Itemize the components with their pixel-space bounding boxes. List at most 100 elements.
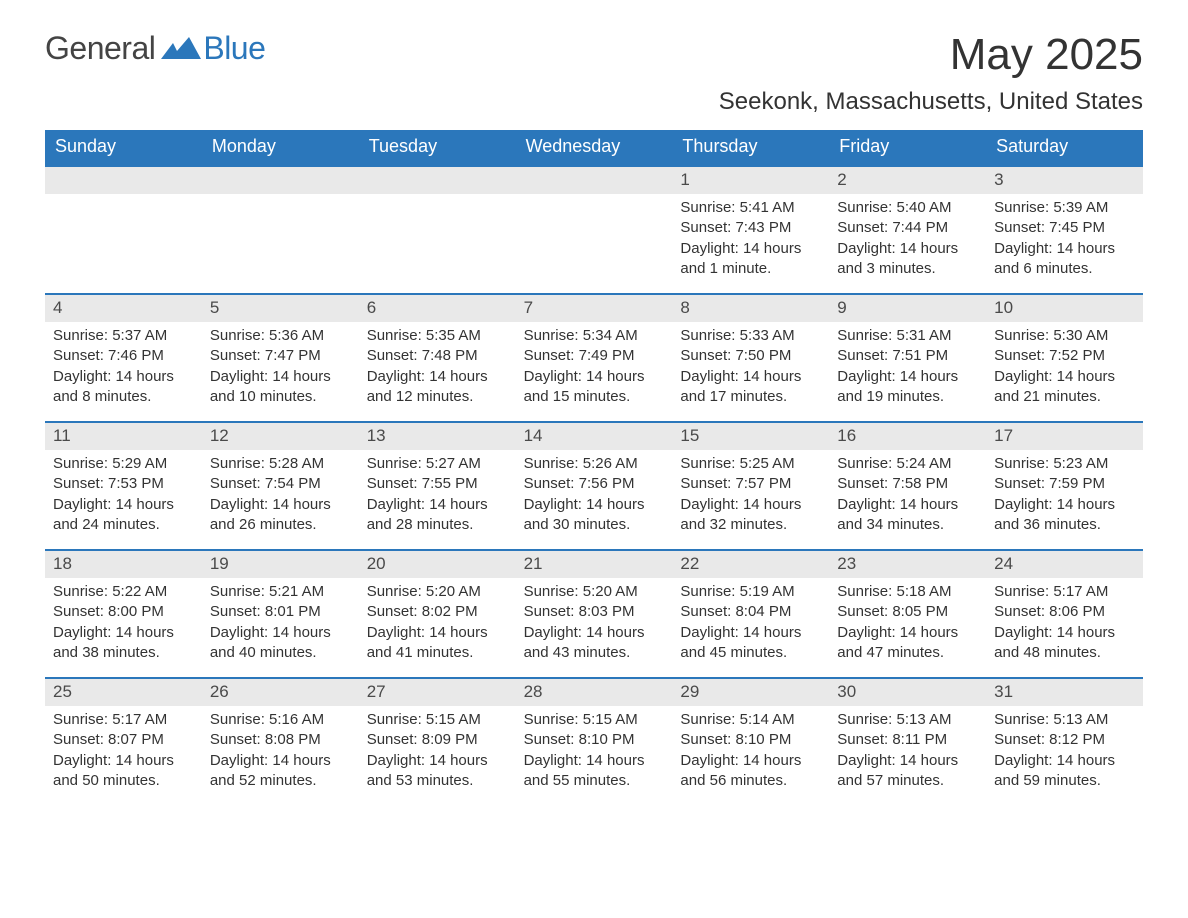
sunrise-text: Sunrise: 5:36 AM — [210, 326, 351, 346]
day-number: 12 — [202, 423, 359, 450]
blank-cell — [45, 165, 202, 293]
sunset-text: Sunset: 8:10 PM — [680, 730, 821, 750]
sunrise-text: Sunrise: 5:34 AM — [524, 326, 665, 346]
day-body: Sunrise: 5:37 AMSunset: 7:46 PMDaylight:… — [45, 322, 202, 407]
page-title: May 2025 — [950, 30, 1143, 80]
sunset-text: Sunset: 7:57 PM — [680, 474, 821, 494]
day-body: Sunrise: 5:24 AMSunset: 7:58 PMDaylight:… — [829, 450, 986, 535]
day-body: Sunrise: 5:15 AMSunset: 8:09 PMDaylight:… — [359, 706, 516, 791]
sunrise-text: Sunrise: 5:20 AM — [524, 582, 665, 602]
day-body: Sunrise: 5:14 AMSunset: 8:10 PMDaylight:… — [672, 706, 829, 791]
day-number: 6 — [359, 295, 516, 322]
day-cell: 16Sunrise: 5:24 AMSunset: 7:58 PMDayligh… — [829, 421, 986, 549]
day-cell: 12Sunrise: 5:28 AMSunset: 7:54 PMDayligh… — [202, 421, 359, 549]
sunrise-text: Sunrise: 5:35 AM — [367, 326, 508, 346]
day-number-blank — [45, 167, 202, 194]
day-body: Sunrise: 5:35 AMSunset: 7:48 PMDaylight:… — [359, 322, 516, 407]
day-number: 16 — [829, 423, 986, 450]
day-body: Sunrise: 5:30 AMSunset: 7:52 PMDaylight:… — [986, 322, 1143, 407]
sunrise-text: Sunrise: 5:21 AM — [210, 582, 351, 602]
sunrise-text: Sunrise: 5:18 AM — [837, 582, 978, 602]
day-body: Sunrise: 5:36 AMSunset: 7:47 PMDaylight:… — [202, 322, 359, 407]
daylight-text: Daylight: 14 hours and 21 minutes. — [994, 367, 1135, 408]
sunrise-text: Sunrise: 5:28 AM — [210, 454, 351, 474]
daylight-text: Daylight: 14 hours and 50 minutes. — [53, 751, 194, 792]
day-number: 28 — [516, 679, 673, 706]
sunset-text: Sunset: 7:53 PM — [53, 474, 194, 494]
daylight-text: Daylight: 14 hours and 6 minutes. — [994, 239, 1135, 280]
location-subtitle: Seekonk, Massachusetts, United States — [45, 88, 1143, 116]
day-number: 31 — [986, 679, 1143, 706]
daylight-text: Daylight: 14 hours and 19 minutes. — [837, 367, 978, 408]
day-number: 1 — [672, 167, 829, 194]
day-number: 25 — [45, 679, 202, 706]
day-number: 23 — [829, 551, 986, 578]
day-cell: 14Sunrise: 5:26 AMSunset: 7:56 PMDayligh… — [516, 421, 673, 549]
day-cell: 20Sunrise: 5:20 AMSunset: 8:02 PMDayligh… — [359, 549, 516, 677]
day-number-blank — [202, 167, 359, 194]
day-number-blank — [359, 167, 516, 194]
day-cell: 11Sunrise: 5:29 AMSunset: 7:53 PMDayligh… — [45, 421, 202, 549]
day-number: 20 — [359, 551, 516, 578]
sunset-text: Sunset: 7:50 PM — [680, 346, 821, 366]
blank-cell — [516, 165, 673, 293]
daylight-text: Daylight: 14 hours and 10 minutes. — [210, 367, 351, 408]
daylight-text: Daylight: 14 hours and 1 minute. — [680, 239, 821, 280]
sunset-text: Sunset: 7:45 PM — [994, 218, 1135, 238]
blank-cell — [359, 165, 516, 293]
sunrise-text: Sunrise: 5:13 AM — [994, 710, 1135, 730]
day-cell: 8Sunrise: 5:33 AMSunset: 7:50 PMDaylight… — [672, 293, 829, 421]
day-header: Sunday — [45, 130, 202, 165]
day-cell: 3Sunrise: 5:39 AMSunset: 7:45 PMDaylight… — [986, 165, 1143, 293]
day-body: Sunrise: 5:29 AMSunset: 7:53 PMDaylight:… — [45, 450, 202, 535]
day-body: Sunrise: 5:21 AMSunset: 8:01 PMDaylight:… — [202, 578, 359, 663]
sunset-text: Sunset: 8:07 PM — [53, 730, 194, 750]
day-number: 3 — [986, 167, 1143, 194]
sunset-text: Sunset: 8:03 PM — [524, 602, 665, 622]
day-body: Sunrise: 5:22 AMSunset: 8:00 PMDaylight:… — [45, 578, 202, 663]
day-cell: 29Sunrise: 5:14 AMSunset: 8:10 PMDayligh… — [672, 677, 829, 805]
day-number: 14 — [516, 423, 673, 450]
daylight-text: Daylight: 14 hours and 17 minutes. — [680, 367, 821, 408]
sunrise-text: Sunrise: 5:23 AM — [994, 454, 1135, 474]
wave-icon — [161, 37, 201, 59]
sunrise-text: Sunrise: 5:17 AM — [53, 710, 194, 730]
day-number: 5 — [202, 295, 359, 322]
blank-cell — [202, 165, 359, 293]
day-cell: 7Sunrise: 5:34 AMSunset: 7:49 PMDaylight… — [516, 293, 673, 421]
day-number: 7 — [516, 295, 673, 322]
day-number: 21 — [516, 551, 673, 578]
sunset-text: Sunset: 7:52 PM — [994, 346, 1135, 366]
day-cell: 10Sunrise: 5:30 AMSunset: 7:52 PMDayligh… — [986, 293, 1143, 421]
day-body: Sunrise: 5:20 AMSunset: 8:02 PMDaylight:… — [359, 578, 516, 663]
daylight-text: Daylight: 14 hours and 8 minutes. — [53, 367, 194, 408]
day-number: 17 — [986, 423, 1143, 450]
sunrise-text: Sunrise: 5:24 AM — [837, 454, 978, 474]
day-number: 30 — [829, 679, 986, 706]
sunset-text: Sunset: 7:51 PM — [837, 346, 978, 366]
day-number: 15 — [672, 423, 829, 450]
day-cell: 4Sunrise: 5:37 AMSunset: 7:46 PMDaylight… — [45, 293, 202, 421]
day-cell: 6Sunrise: 5:35 AMSunset: 7:48 PMDaylight… — [359, 293, 516, 421]
day-number: 8 — [672, 295, 829, 322]
sunset-text: Sunset: 7:46 PM — [53, 346, 194, 366]
day-cell: 2Sunrise: 5:40 AMSunset: 7:44 PMDaylight… — [829, 165, 986, 293]
daylight-text: Daylight: 14 hours and 12 minutes. — [367, 367, 508, 408]
sunrise-text: Sunrise: 5:16 AM — [210, 710, 351, 730]
day-body: Sunrise: 5:23 AMSunset: 7:59 PMDaylight:… — [986, 450, 1143, 535]
day-cell: 24Sunrise: 5:17 AMSunset: 8:06 PMDayligh… — [986, 549, 1143, 677]
sunset-text: Sunset: 7:47 PM — [210, 346, 351, 366]
daylight-text: Daylight: 14 hours and 26 minutes. — [210, 495, 351, 536]
sunrise-text: Sunrise: 5:15 AM — [367, 710, 508, 730]
day-body: Sunrise: 5:17 AMSunset: 8:07 PMDaylight:… — [45, 706, 202, 791]
day-body: Sunrise: 5:31 AMSunset: 7:51 PMDaylight:… — [829, 322, 986, 407]
day-body: Sunrise: 5:20 AMSunset: 8:03 PMDaylight:… — [516, 578, 673, 663]
sunset-text: Sunset: 8:05 PM — [837, 602, 978, 622]
day-header: Friday — [829, 130, 986, 165]
day-number: 22 — [672, 551, 829, 578]
sunrise-text: Sunrise: 5:27 AM — [367, 454, 508, 474]
sunset-text: Sunset: 7:49 PM — [524, 346, 665, 366]
sunset-text: Sunset: 7:55 PM — [367, 474, 508, 494]
day-number: 2 — [829, 167, 986, 194]
day-header: Tuesday — [359, 130, 516, 165]
